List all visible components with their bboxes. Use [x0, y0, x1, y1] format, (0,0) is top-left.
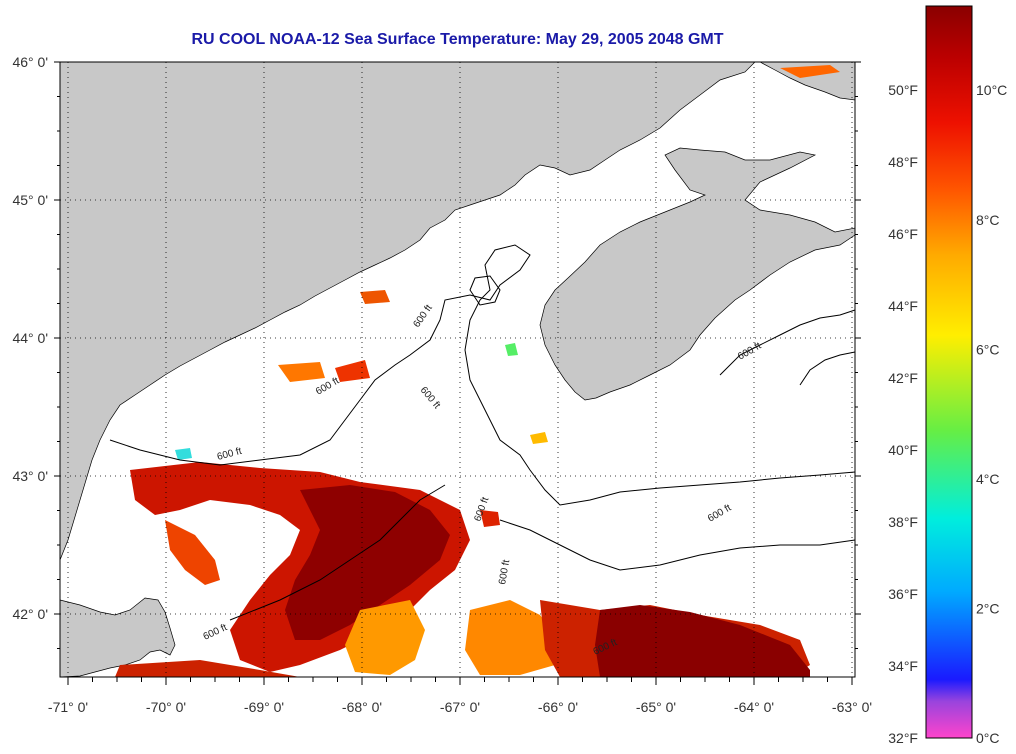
lon-tick-label: -63° 0'	[832, 699, 872, 715]
lat-tick-label: 43° 0'	[12, 468, 48, 484]
colorbar	[925, 5, 973, 739]
colorbar-celsius-labels: 10°C 8°C 6°C 4°C 2°C 0°C	[976, 82, 1007, 746]
colorbar-f-label: 36°F	[888, 586, 918, 602]
colorbar-fahrenheit-labels: 50°F 48°F 46°F 44°F 42°F 40°F 38°F 36°F 34°F 32°F	[888, 82, 918, 746]
longitude-labels: -71° 0' -70° 0' -69° 0' -68° 0' -67° 0' -66° …	[48, 699, 872, 715]
land-nova-scotia	[539, 147, 856, 401]
lon-tick-label: -68° 0'	[342, 699, 382, 715]
colorbar-c-label: 0°C	[976, 730, 1000, 746]
lon-tick-label: -69° 0'	[244, 699, 284, 715]
lon-tick-label: -67° 0'	[440, 699, 480, 715]
lat-tick-label: 42° 0'	[12, 606, 48, 622]
colorbar-f-label: 44°F	[888, 298, 918, 314]
colorbar-f-label: 48°F	[888, 154, 918, 170]
colorbar-c-label: 6°C	[976, 341, 1000, 357]
land-cape-cod	[59, 597, 176, 678]
map-frame	[59, 61, 856, 678]
colorbar-f-label: 32°F	[888, 730, 918, 746]
lat-tick-label: 45° 0'	[12, 192, 48, 208]
lon-tick-label: -66° 0'	[538, 699, 578, 715]
colorbar-f-label: 42°F	[888, 370, 918, 386]
latitude-labels: 46° 0' 45° 0' 44° 0' 43° 0' 42° 0'	[12, 54, 48, 622]
colorbar-f-label: 46°F	[888, 226, 918, 242]
sst-patches	[115, 65, 840, 677]
map-title: RU COOL NOAA-12 Sea Surface Temperature:…	[191, 31, 724, 48]
colorbar-c-label: 2°C	[976, 600, 1000, 616]
colorbar-f-label: 40°F	[888, 442, 918, 458]
lon-tick-label: -65° 0'	[636, 699, 676, 715]
colorbar-c-label: 10°C	[976, 82, 1007, 98]
land-maine-newbrunswick	[59, 61, 756, 561]
colorbar-f-label: 34°F	[888, 658, 918, 674]
lat-tick-label: 44° 0'	[12, 330, 48, 346]
depth-contours	[109, 244, 856, 621]
lon-tick-label: -64° 0'	[734, 699, 774, 715]
colorbar-c-label: 8°C	[976, 212, 1000, 228]
lon-tick-label: -71° 0'	[48, 699, 88, 715]
contour-label: 600 ft	[497, 559, 512, 586]
colorbar-c-label: 4°C	[976, 471, 1000, 487]
lon-tick-label: -70° 0'	[146, 699, 186, 715]
colorbar-f-label: 50°F	[888, 82, 918, 98]
colorbar-f-label: 38°F	[888, 514, 918, 530]
lat-tick-label: 46° 0'	[12, 54, 48, 70]
